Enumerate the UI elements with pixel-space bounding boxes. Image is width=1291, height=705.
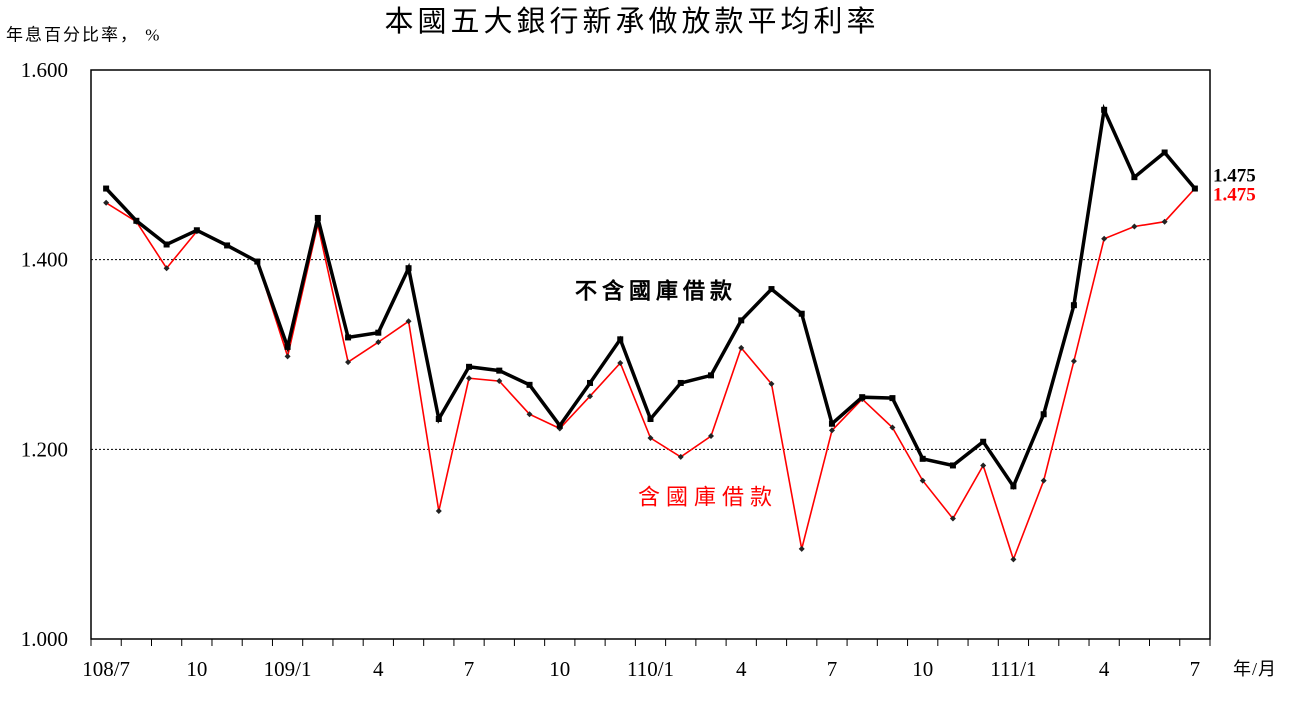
data-point-excl-treasury (314, 214, 321, 221)
data-point-incl-treasury (526, 411, 533, 418)
data-point-excl-treasury (133, 217, 140, 224)
x-tick-label: 7 (1190, 657, 1201, 681)
data-point-incl-treasury (163, 265, 170, 272)
data-point-excl-treasury (1010, 483, 1017, 490)
end-label-incl-treasury: 1.475 (1213, 185, 1256, 206)
data-point-incl-treasury (889, 424, 896, 431)
y-tick-label: 1.200 (21, 437, 68, 461)
data-point-excl-treasury (435, 415, 442, 422)
data-point-excl-treasury (254, 258, 261, 265)
x-tick-label: 7 (827, 657, 838, 681)
data-point-incl-treasury (828, 427, 835, 434)
data-point-incl-treasury (587, 393, 594, 400)
plot-frame (90, 69, 1211, 640)
data-point-excl-treasury (647, 415, 654, 422)
gridlines (91, 259, 1210, 450)
data-point-incl-treasury (496, 378, 503, 385)
data-point-incl-treasury (980, 462, 987, 469)
data-point-excl-treasury (828, 420, 835, 427)
data-point-incl-treasury (103, 199, 110, 206)
data-point-incl-treasury (375, 339, 382, 346)
data-point-incl-treasury (1040, 477, 1047, 484)
data-point-incl-treasury (949, 515, 956, 522)
chart-title: 本國五大銀行新承做放款平均利率 (384, 5, 879, 38)
data-point-excl-treasury (224, 242, 231, 249)
x-tick-label: 4 (736, 657, 747, 681)
x-tick-label: 10 (912, 657, 933, 681)
data-point-excl-treasury (1191, 185, 1198, 192)
x-tick-label: 4 (373, 657, 384, 681)
data-point-excl-treasury (707, 372, 714, 379)
series-lines (103, 103, 1198, 563)
data-point-incl-treasury (1161, 218, 1168, 225)
data-point-excl-treasury (587, 379, 594, 386)
data-point-excl-treasury (284, 343, 291, 350)
data-point-excl-treasury (1070, 302, 1077, 309)
data-point-excl-treasury (949, 462, 956, 469)
x-tick-label: 110/1 (627, 657, 674, 681)
y-axis-label: 年息百分比率， % (6, 26, 161, 45)
x-axis-label: 年/月 (1233, 659, 1277, 679)
y-tick-label: 1.600 (21, 58, 68, 82)
data-point-excl-treasury (193, 227, 200, 234)
data-point-excl-treasury (980, 438, 987, 445)
series-label-excl-treasury: 不含國庫借款 (575, 279, 737, 304)
data-point-excl-treasury (677, 379, 684, 386)
y-tick-label: 1.000 (21, 627, 68, 651)
data-point-incl-treasury (284, 353, 291, 360)
y-tick-label: 1.400 (21, 248, 68, 272)
data-point-incl-treasury (738, 344, 745, 351)
axes: 1.000 1.200 1.400 1.600 108/7 10 109/1 4 7 10 110/… (21, 58, 1211, 681)
x-tick-label: 108/7 (82, 657, 130, 681)
data-point-excl-treasury (375, 329, 382, 336)
data-point-excl-treasury (556, 422, 563, 429)
x-tick-label: 10 (186, 657, 207, 681)
data-point-incl-treasury (798, 545, 805, 552)
data-point-excl-treasury (768, 286, 775, 293)
end-label-excl-treasury: 1.475 (1213, 166, 1256, 187)
data-point-excl-treasury (345, 334, 352, 341)
data-point-excl-treasury (466, 363, 473, 370)
data-point-incl-treasury (707, 433, 714, 440)
data-point-excl-treasury (163, 241, 170, 248)
x-tick-label: 109/1 (264, 657, 312, 681)
series-excl-treasury (103, 103, 1198, 490)
data-point-incl-treasury (405, 318, 412, 325)
data-point-incl-treasury (1010, 556, 1017, 563)
data-point-incl-treasury (466, 375, 473, 382)
data-point-excl-treasury (1101, 106, 1108, 113)
data-point-excl-treasury (859, 394, 866, 401)
data-point-excl-treasury (1161, 149, 1168, 156)
data-point-incl-treasury (345, 359, 352, 366)
x-tick-label: 111/1 (990, 657, 1036, 681)
data-point-incl-treasury (768, 380, 775, 387)
data-point-excl-treasury (919, 455, 926, 462)
data-point-excl-treasury (798, 310, 805, 317)
data-point-excl-treasury (738, 317, 745, 324)
series-label-incl-treasury: 含國庫借款 (638, 485, 778, 510)
data-point-incl-treasury (1070, 358, 1077, 365)
data-point-excl-treasury (889, 395, 896, 402)
data-point-excl-treasury (526, 381, 533, 388)
data-point-excl-treasury (1131, 174, 1138, 181)
x-tick-label: 4 (1099, 657, 1110, 681)
x-tick-label: 7 (464, 657, 475, 681)
data-point-incl-treasury (435, 507, 442, 514)
data-point-incl-treasury (1101, 235, 1108, 242)
data-point-excl-treasury (103, 185, 110, 192)
data-point-excl-treasury (405, 265, 412, 272)
x-tick-label: 10 (549, 657, 570, 681)
data-point-excl-treasury (617, 336, 624, 343)
data-point-excl-treasury (1040, 411, 1047, 418)
data-point-excl-treasury (496, 367, 503, 374)
data-point-incl-treasury (677, 453, 684, 460)
data-point-incl-treasury (617, 360, 624, 367)
data-point-incl-treasury (1131, 223, 1138, 230)
data-point-incl-treasury (647, 434, 654, 441)
data-point-incl-treasury (919, 477, 926, 484)
